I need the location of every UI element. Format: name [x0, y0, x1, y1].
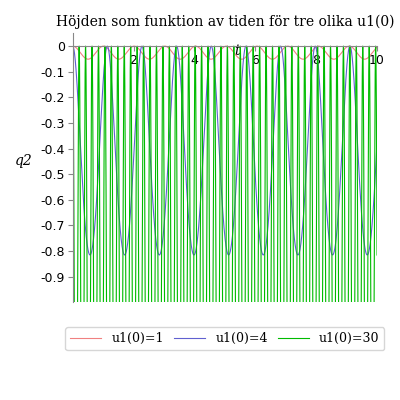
u1(0)=4: [88, 252, 93, 256]
u1(0)=30: [375, 253, 380, 258]
u1(0)=30: [358, 350, 363, 354]
u1(0)=4: [70, 44, 75, 48]
Legend: u1(0)=1, u1(0)=4, u1(0)=30: u1(0)=1, u1(0)=4, u1(0)=30: [65, 327, 384, 350]
u1(0)=1: [332, 57, 336, 62]
u1(0)=30: [72, 243, 76, 248]
u1(0)=4: [130, 180, 135, 184]
Line: u1(0)=4: u1(0)=4: [73, 46, 377, 255]
u1(0)=4: [375, 140, 380, 144]
u1(0)=4: [157, 252, 162, 257]
Title: Höjden som funktion av tiden för tre olika u1(0): Höjden som funktion av tiden för tre oli…: [56, 15, 394, 29]
u1(0)=1: [72, 44, 76, 49]
u1(0)=4: [219, 189, 224, 194]
u1(0)=1: [88, 56, 93, 60]
Y-axis label: q2: q2: [15, 154, 33, 168]
X-axis label: t: t: [234, 44, 240, 58]
u1(0)=30: [88, 187, 93, 192]
u1(0)=4: [72, 48, 76, 53]
u1(0)=30: [130, 312, 135, 317]
Line: u1(0)=30: u1(0)=30: [73, 46, 377, 400]
u1(0)=30: [219, 78, 224, 83]
u1(0)=30: [70, 44, 75, 48]
u1(0)=4: [83, 224, 88, 229]
Line: u1(0)=1: u1(0)=1: [73, 46, 377, 59]
u1(0)=1: [130, 44, 135, 49]
u1(0)=1: [219, 47, 224, 52]
u1(0)=30: [83, 54, 88, 59]
u1(0)=1: [375, 45, 380, 50]
u1(0)=1: [83, 56, 88, 60]
u1(0)=1: [358, 55, 363, 60]
u1(0)=4: [358, 203, 363, 208]
u1(0)=1: [70, 44, 75, 48]
